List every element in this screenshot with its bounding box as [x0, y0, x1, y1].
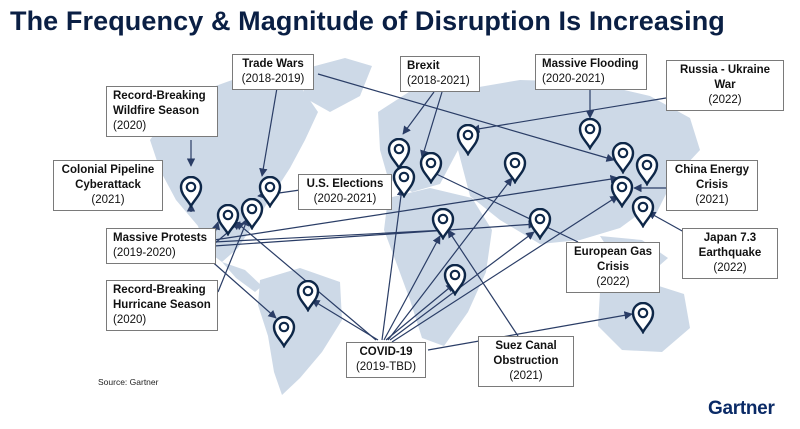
- arrow-covid-9: [427, 311, 633, 351]
- label-japan-earthquake: Japan 7.3 Earthquake (2022): [682, 228, 778, 279]
- arrow-covid-3: [381, 187, 406, 341]
- label-dates: (2021): [509, 370, 543, 382]
- label-title: Russia - Ukraine War: [679, 64, 771, 91]
- label-title: Massive Protests: [113, 232, 207, 244]
- africa: [384, 188, 492, 346]
- label-covid: COVID-19 (2019-TBD): [346, 342, 426, 378]
- label-title: Brexit: [407, 60, 440, 72]
- source-note: Source: Gartner: [98, 377, 159, 387]
- label-russia-ukraine: Russia - Ukraine War (2022): [666, 60, 784, 111]
- label-title: Record-Breaking Hurricane Season: [113, 284, 211, 311]
- label-wildfire: Record-Breaking Wildfire Season (2020): [106, 86, 218, 137]
- arrow-brexit-uk: [402, 91, 435, 135]
- label-dates: (2019-2020): [113, 247, 176, 259]
- connector-arrows: [186, 73, 685, 351]
- label-dates: (2019-TBD): [355, 361, 417, 373]
- gartner-logo: Gartner: [708, 398, 775, 419]
- label-china-energy: China Energy Crisis (2021): [666, 160, 758, 211]
- label-title: U.S. Elections: [306, 178, 384, 190]
- arrow-covid-2: [311, 299, 379, 341]
- label-us-elections: U.S. Elections (2020-2021): [298, 174, 392, 210]
- arrow-covid-4: [383, 235, 441, 341]
- arrow-protests-4: [213, 220, 537, 247]
- label-dates: (2022): [708, 94, 742, 106]
- arrow-brexit-eu: [420, 91, 443, 159]
- label-european-gas: European Gas Crisis (2022): [566, 242, 660, 293]
- label-title: Suez Canal Obstruction: [493, 340, 559, 367]
- label-dates: (2022): [713, 262, 747, 274]
- label-trade-wars: Trade Wars (2018-2019): [232, 54, 314, 90]
- label-title: Massive Flooding: [542, 58, 639, 70]
- pin-eu-west-icon: [392, 166, 416, 198]
- arrow-covid-8: [391, 195, 619, 343]
- arrow-protests-3: [213, 226, 447, 243]
- greenland: [300, 58, 372, 112]
- arrow-hurricane: [217, 217, 250, 293]
- label-massive-flooding: Massive Flooding (2020-2021): [535, 54, 647, 90]
- label-dates: (2020): [113, 120, 147, 132]
- label-dates: (2022): [596, 276, 630, 288]
- arrow-covid-7: [389, 231, 535, 341]
- label-dates: (2021): [91, 194, 125, 206]
- label-suez: Suez Canal Obstruction (2021): [478, 336, 574, 387]
- label-title: COVID-19: [359, 346, 413, 358]
- label-title: Trade Wars: [242, 58, 304, 70]
- label-title: Record-Breaking Wildfire Season: [113, 90, 206, 117]
- arrow-japan: [647, 211, 685, 233]
- arrow-covid-5: [385, 283, 455, 341]
- label-dates: (2020-2021): [542, 73, 605, 85]
- label-brexit: Brexit (2018-2021): [400, 56, 480, 92]
- arrow-trade-wars-us: [259, 81, 279, 177]
- pin-japan-icon: [631, 196, 655, 228]
- label-colonial-pipeline: Colonial Pipeline Cyberattack (2021): [53, 160, 163, 211]
- south-america: [258, 268, 342, 395]
- central-america: [222, 262, 262, 292]
- label-massive-protests: Massive Protests (2019-2020): [106, 228, 216, 264]
- arrow-covid-6: [387, 177, 513, 341]
- label-title: Colonial Pipeline Cyberattack: [61, 164, 155, 191]
- label-dates: (2020-2021): [313, 193, 377, 205]
- arrow-protests-6: [207, 257, 277, 319]
- label-title: Japan 7.3 Earthquake: [698, 232, 762, 259]
- label-title: European Gas Crisis: [574, 246, 652, 273]
- arrow-protests-5: [213, 174, 619, 241]
- label-dates: (2021): [695, 194, 729, 206]
- page-title: The Frequency & Magnitude of Disruption …: [10, 6, 725, 36]
- arrow-trade-wars-china: [317, 73, 615, 162]
- label-dates: (2018-2021): [407, 75, 470, 87]
- arrow-russia-ukraine: [471, 97, 667, 133]
- label-hurricane: Record-Breaking Hurricane Season (2020): [106, 280, 218, 331]
- label-dates: (2020): [113, 314, 147, 326]
- label-dates: (2018-2019): [241, 73, 305, 85]
- arrow-gas-1: [427, 169, 579, 243]
- label-title: China Energy Crisis: [674, 164, 750, 191]
